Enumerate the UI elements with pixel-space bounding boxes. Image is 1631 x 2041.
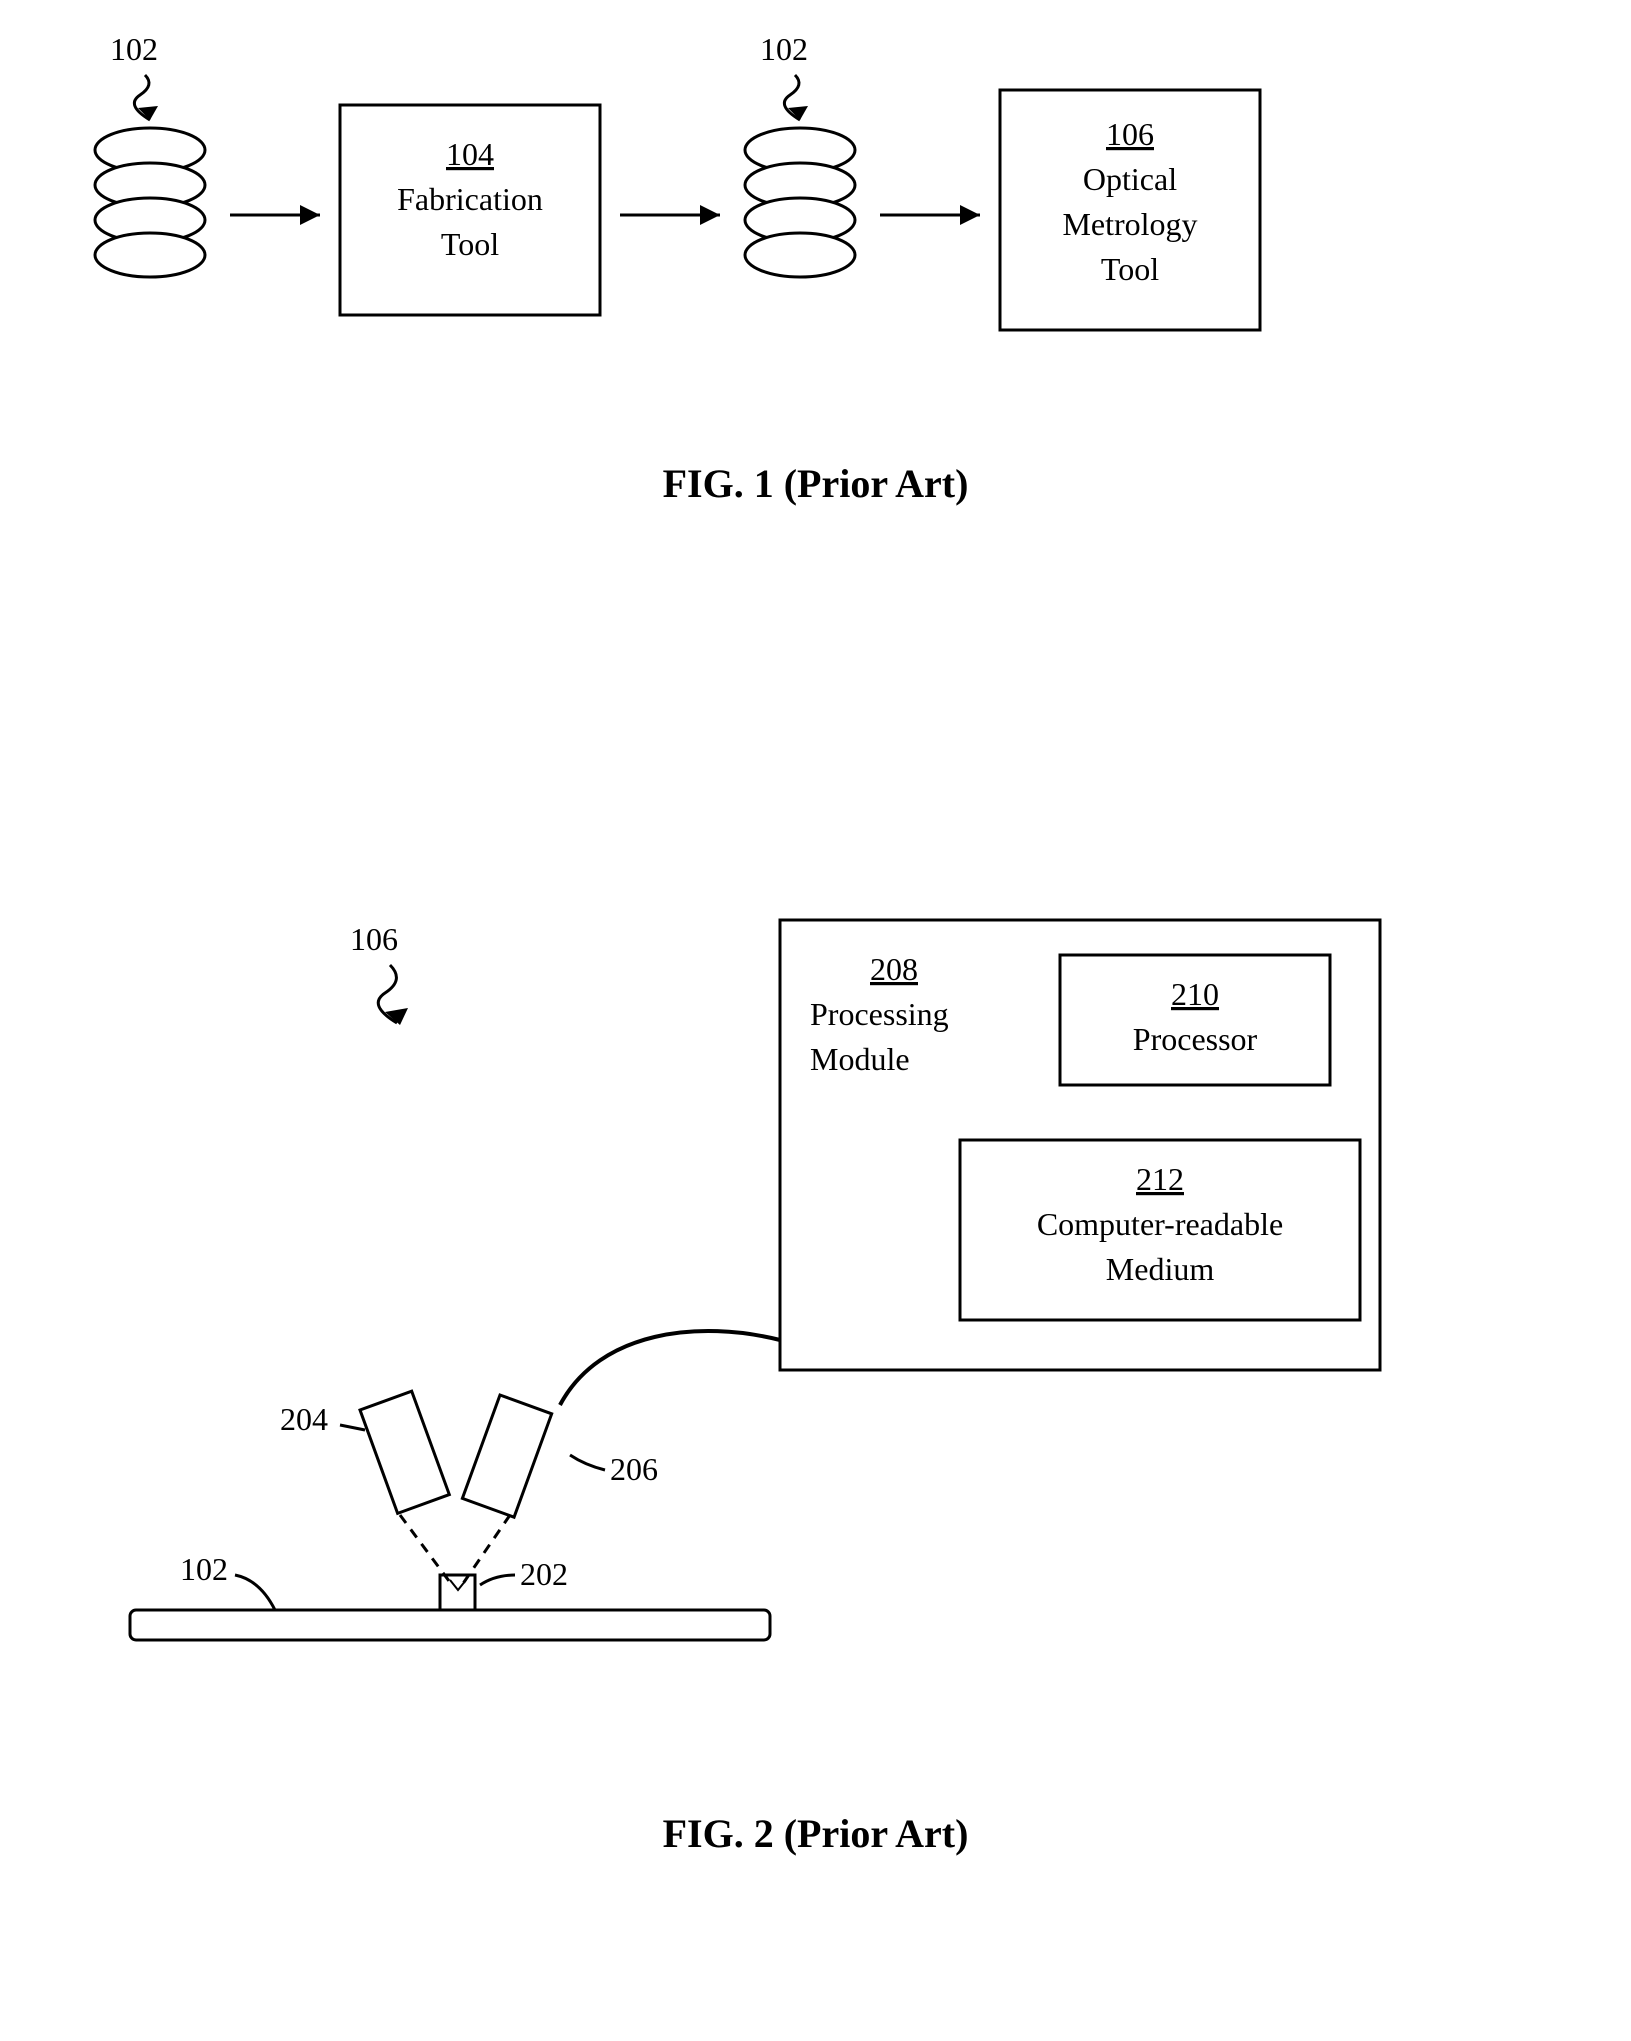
box106-l3: Tool (1101, 251, 1159, 287)
wafer1-label: 102 (110, 31, 158, 67)
box208-l1: Processing (810, 996, 949, 1032)
arrow-2 (620, 205, 720, 225)
box-106: 106 Optical Metrology Tool (1000, 90, 1260, 330)
structure-202: 202 (440, 1556, 568, 1610)
fig2-202-label: 202 (520, 1556, 568, 1592)
box-210: 210 Processor (1060, 955, 1330, 1085)
fig1-svg: 102 104 Fabrication Tool 102 (0, 0, 1631, 520)
box-212: 212 Computer-readable Medium (960, 1140, 1360, 1320)
box208-l2: Module (810, 1041, 910, 1077)
box104-l2: Tool (441, 226, 499, 262)
box210-l1: Processor (1133, 1021, 1258, 1057)
detector-206 (462, 1395, 551, 1517)
arrow-3 (880, 205, 980, 225)
fig2-106-label: 106 (350, 921, 398, 957)
page: 102 104 Fabrication Tool 102 (0, 0, 1631, 2041)
box106-l1: Optical (1083, 161, 1177, 197)
fig2-svg: 208 Processing Module 210 Processor 212 … (0, 850, 1631, 1850)
box104-l1: Fabrication (397, 181, 543, 217)
wafer-stack-1: 102 (95, 31, 205, 277)
fig2-102-label: 102 (180, 1551, 228, 1587)
source-204 (360, 1391, 449, 1513)
arrow-1 (230, 205, 320, 225)
label-106-pointer: 106 (350, 921, 408, 1025)
fig2-204-label: 204 (280, 1401, 328, 1437)
fig2-caption: FIG. 2 (Prior Art) (0, 1810, 1631, 1857)
box106-num: 106 (1106, 116, 1154, 152)
box212-num: 212 (1136, 1161, 1184, 1197)
wafer-stack-2: 102 (745, 31, 855, 277)
box212-l1: Computer-readable (1037, 1206, 1283, 1242)
fig2-206-label: 206 (610, 1451, 658, 1487)
wafer2-label: 102 (760, 31, 808, 67)
box212-l2: Medium (1106, 1251, 1215, 1287)
box-104: 104 Fabrication Tool (340, 105, 600, 315)
box208-num: 208 (870, 951, 918, 987)
fig1-caption: FIG. 1 (Prior Art) (0, 460, 1631, 507)
box104-num: 104 (446, 136, 494, 172)
box106-l2: Metrology (1062, 206, 1197, 242)
box210-num: 210 (1171, 976, 1219, 1012)
cable-206-to-208 (560, 1331, 780, 1405)
